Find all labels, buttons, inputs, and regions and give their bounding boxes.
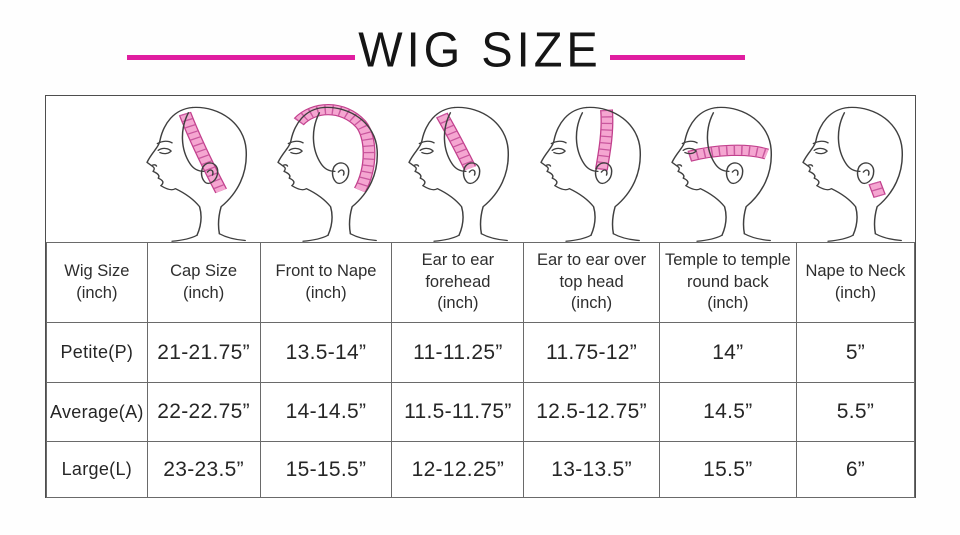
cell-value: 15-15.5” — [259, 441, 393, 498]
cell-value: 15.5” — [658, 441, 797, 498]
table-row-petite: Petite(P) 21-21.75” 13.5-14” 11-11.25” 1… — [46, 322, 916, 383]
cell-value: 21-21.75” — [146, 322, 261, 383]
head-profile-ear-to-ear-forehead-tape-icon — [408, 106, 510, 242]
size-label: Average(A) — [46, 382, 148, 442]
head-profile-temple-round-back-tape-icon — [671, 106, 772, 242]
cell-value: 23-23.5” — [146, 441, 261, 498]
cell-value: 6” — [795, 441, 916, 498]
cell-value: 22-22.75” — [146, 382, 261, 442]
head-profile-cap-size-tape-icon — [146, 106, 248, 242]
cell-value: 11.75-12” — [523, 322, 660, 383]
cell-value: 13-13.5” — [523, 441, 660, 498]
table-row-large: Large(L) 23-23.5” 15-15.5” 12-12.25” 13-… — [46, 441, 916, 498]
title-rule-left — [127, 55, 355, 60]
measurement-diagrams-row — [46, 96, 915, 242]
header-row: Wig Size (inch) Cap Size (inch) Front to… — [46, 242, 916, 323]
page-title: WIG SIZE — [358, 21, 602, 78]
column-header-nape-to-neck: Nape to Neck (inch) — [795, 242, 916, 323]
cell-value: 11.5-11.75” — [391, 382, 525, 442]
size-chart-board: Wig Size (inch) Cap Size (inch) Front to… — [45, 95, 916, 498]
cell-value: 13.5-14” — [259, 322, 393, 383]
size-table: Wig Size (inch) Cap Size (inch) Front to… — [46, 242, 916, 498]
title-row: WIG SIZE — [0, 0, 960, 95]
column-header-temple-to-temple: Temple to temple round back (inch) — [658, 242, 797, 323]
cell-value: 11-11.25” — [391, 322, 525, 383]
column-header-wig-size: Wig Size (inch) — [46, 242, 148, 323]
column-header-ear-to-ear-forehead: Ear to ear forehead (inch) — [391, 242, 525, 323]
column-header-cap-size: Cap Size (inch) — [146, 242, 261, 323]
column-header-ear-to-ear-over-top: Ear to ear over top head (inch) — [523, 242, 660, 323]
head-profile-nape-to-neck-tape-icon — [802, 106, 903, 242]
table-row-average: Average(A) 22-22.75” 14-14.5” 11.5-11.75… — [46, 382, 916, 442]
cell-value: 5” — [795, 322, 916, 383]
cell-value: 5.5” — [795, 382, 916, 442]
cell-value: 12.5-12.75” — [523, 382, 660, 442]
column-header-front-to-nape: Front to Nape (inch) — [259, 242, 393, 323]
cell-value: 14.5” — [658, 382, 797, 442]
cell-value: 12-12.25” — [391, 441, 525, 498]
cell-value: 14-14.5” — [259, 382, 393, 442]
size-label: Large(L) — [46, 441, 148, 498]
head-profile-front-to-nape-tape-icon — [277, 104, 379, 242]
cell-value: 14” — [658, 322, 797, 383]
title-rule-right — [610, 55, 745, 60]
head-profile-ear-to-ear-over-top-tape-icon — [539, 106, 641, 242]
size-label: Petite(P) — [46, 322, 148, 383]
